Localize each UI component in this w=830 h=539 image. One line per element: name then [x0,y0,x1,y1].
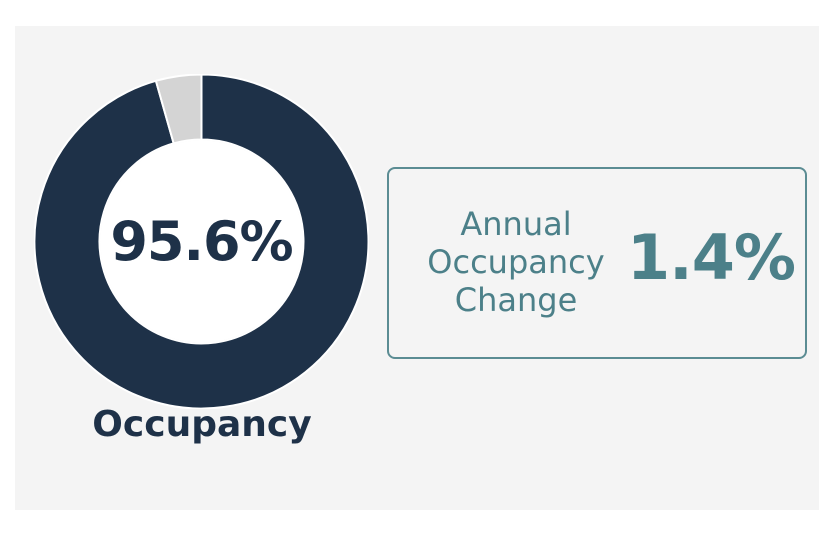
annual-change-label-line: Change [454,281,578,319]
dashboard-panel: 95.6% Occupancy Annual Occupancy Change … [15,26,819,510]
donut-slice-vacant [154,74,203,145]
occupancy-caption: Occupancy [92,404,312,445]
annual-change-label-line: Occupancy [427,243,605,281]
annual-change-label-line: Annual [460,205,572,243]
annual-change-value: 1.4% [627,221,796,294]
occupancy-donut-chart: 95.6% [34,74,369,409]
annual-change-label: Annual Occupancy Change [409,205,623,319]
annual-change-card: Annual Occupancy Change 1.4% [387,167,807,359]
donut-slice-occupied [34,74,369,409]
donut-svg [34,74,369,409]
donut-hole [100,140,303,343]
occupancy-percent: 95.6% [110,210,293,273]
